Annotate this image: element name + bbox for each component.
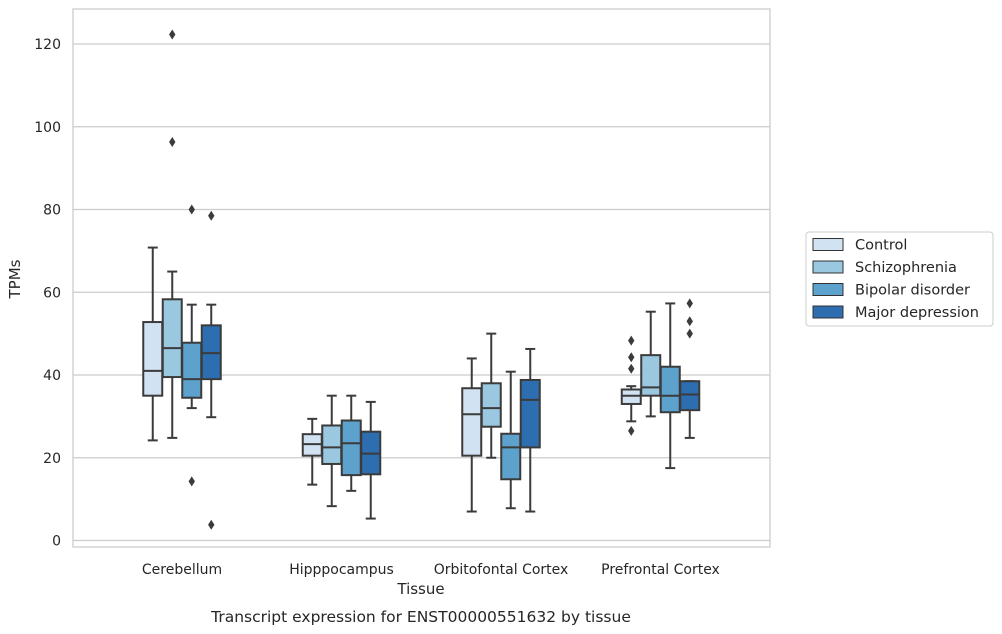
outlier-point (188, 204, 195, 215)
iqr-box (679, 380, 701, 412)
box-group (620, 335, 642, 436)
legend-swatch (812, 260, 844, 274)
x-tick-label: Prefrontal Cortex (601, 562, 720, 578)
x-tick-label: Orbitofontal Cortex (434, 562, 569, 578)
legend-swatch (812, 305, 844, 319)
y-tick-label: 0 (52, 534, 61, 550)
outlier-point (628, 352, 635, 363)
outlier-point (628, 363, 635, 374)
outlier-point (686, 316, 693, 327)
iqr-box (321, 424, 343, 465)
iqr-box (620, 388, 642, 405)
outlier-point (208, 210, 215, 221)
outlier-point (169, 29, 176, 40)
box-group (500, 370, 522, 510)
iqr-box (340, 419, 362, 477)
box-group (360, 400, 382, 520)
iqr-box (142, 321, 164, 397)
box-group (461, 357, 483, 513)
legend-label: Bipolar disorder (855, 283, 970, 299)
iqr-box (640, 354, 662, 397)
legend-frame (805, 231, 994, 327)
legend-label: Major depression (855, 305, 979, 321)
y-tick-label: 40 (43, 368, 61, 384)
y-tick-label: 20 (43, 451, 61, 467)
iqr-box (659, 365, 681, 414)
box-group (161, 29, 183, 439)
x-axis-label: Tissue (396, 580, 444, 598)
plot-frame (72, 8, 771, 548)
y-tick-label: 120 (34, 37, 61, 53)
box-group (200, 210, 222, 530)
outlier-point (628, 335, 635, 346)
x-tick-label: Hipppocampus (289, 562, 394, 578)
outlier-point (686, 328, 693, 339)
plot-area (73, 9, 770, 547)
outlier-point (169, 137, 176, 148)
outlier-point (628, 425, 635, 436)
iqr-box (461, 387, 483, 457)
outlier-point (208, 519, 215, 530)
y-tick-labels: 0 20 40 60 80 100 120 (34, 37, 61, 550)
x-tick-labels: Cerebellum Hipppocampus Orbitofontal Corte… (142, 562, 720, 578)
box-group (519, 347, 541, 513)
box-group (340, 394, 362, 492)
legend: Control Schizophrenia Bipolar disorder Majo… (805, 231, 994, 327)
iqr-box (161, 298, 183, 379)
y-tick-label: 80 (43, 203, 61, 219)
chart-caption: Transcript expression for ENST0000055163… (210, 608, 631, 626)
y-axis-label: TPMs (6, 259, 24, 299)
outlier-point (686, 298, 693, 309)
legend-swatch (812, 238, 844, 251)
iqr-box (500, 432, 522, 481)
legend-label: Schizophrenia (855, 260, 957, 276)
y-tick-label: 60 (43, 285, 61, 301)
box-plots (142, 29, 701, 530)
box-group (640, 310, 662, 418)
iqr-box (181, 341, 203, 399)
box-group (679, 298, 701, 439)
box-group (659, 302, 681, 470)
box-group (480, 332, 502, 459)
outlier-point (188, 476, 195, 487)
iqr-box (519, 378, 541, 449)
iqr-box (480, 382, 502, 428)
x-tick-label: Cerebellum (142, 562, 222, 578)
legend-swatch (812, 283, 844, 296)
legend-label: Control (855, 238, 907, 254)
y-tick-label: 100 (34, 120, 61, 136)
box-group (181, 204, 203, 487)
